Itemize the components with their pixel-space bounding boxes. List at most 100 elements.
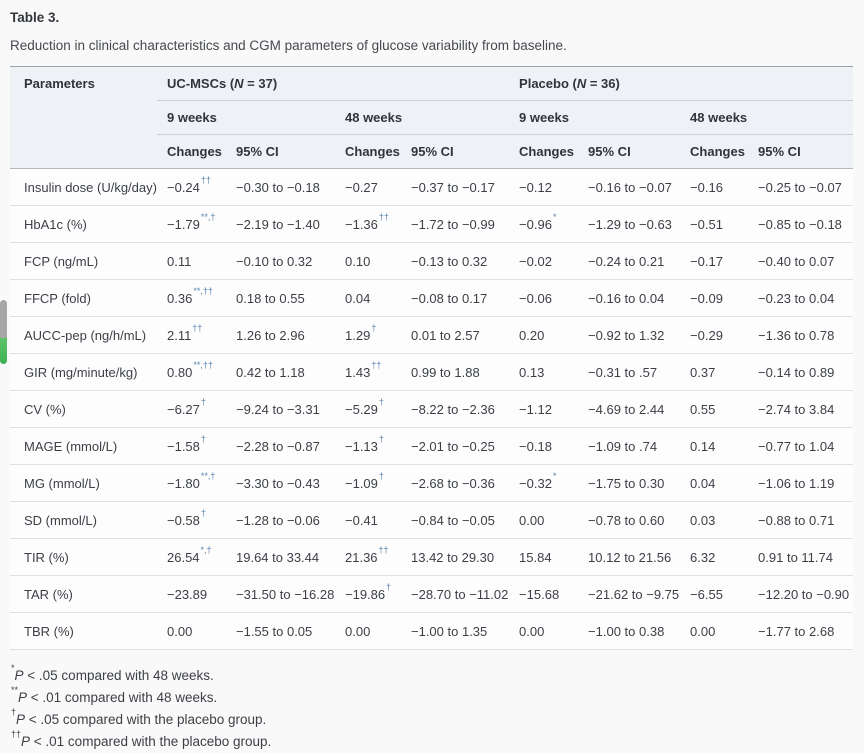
column-group-placebo: Placebo (N = 36) bbox=[509, 66, 854, 101]
ci-value: −4.69 to 2.44 bbox=[578, 390, 681, 428]
ci-value: −2.19 to −1.40 bbox=[226, 205, 335, 243]
scroll-progress-indicator[interactable] bbox=[0, 300, 7, 364]
changes-value: 0.03 bbox=[680, 501, 749, 539]
ci-value: −0.16 to −0.07 bbox=[578, 168, 681, 206]
ci-value: −0.31 to .57 bbox=[578, 353, 681, 391]
changes-value: 0.04 bbox=[335, 279, 401, 317]
significance-marker: †† bbox=[200, 174, 211, 185]
group-label-text: UC-MSCs ( bbox=[167, 76, 235, 91]
parameter-name: FCP (ng/mL) bbox=[10, 242, 157, 280]
changes-value: −0.41 bbox=[335, 501, 401, 539]
changes-value: 0.13 bbox=[509, 353, 579, 391]
significance-marker: †† bbox=[192, 322, 203, 333]
ci-value: −12.20 to −0.90 bbox=[748, 575, 854, 613]
ci-value: −0.13 to 0.32 bbox=[401, 242, 510, 280]
changes-value: −1.80**,† bbox=[157, 464, 226, 502]
changes-value: −0.29 bbox=[680, 316, 749, 354]
changes-value: −0.32* bbox=[509, 464, 579, 502]
changes-value: −1.13† bbox=[335, 427, 401, 465]
changes-value: −0.17 bbox=[680, 242, 749, 280]
ci-value: 0.18 to 0.55 bbox=[226, 279, 335, 317]
ci-value: −0.85 to −0.18 bbox=[748, 205, 854, 243]
changes-value: −19.86† bbox=[335, 575, 401, 613]
significance-marker: † bbox=[200, 507, 206, 518]
changes-value: 0.00 bbox=[680, 612, 749, 650]
group-n-italic: N bbox=[576, 76, 587, 91]
ci-value: 10.12 to 21.56 bbox=[578, 538, 681, 576]
ci-value: −0.10 to 0.32 bbox=[226, 242, 335, 280]
ci-value: −1.28 to −0.06 bbox=[226, 501, 335, 539]
parameter-name: MG (mmol/L) bbox=[10, 464, 157, 502]
footnote-p-italic: P bbox=[14, 668, 24, 683]
significance-marker: **,† bbox=[200, 470, 216, 481]
scroll-thumb-green[interactable] bbox=[0, 338, 7, 364]
footnote-p-italic: P bbox=[16, 712, 26, 727]
ci-value: −1.09 to .74 bbox=[578, 427, 681, 465]
significance-marker: † bbox=[386, 581, 392, 592]
ci-value: −3.30 to −0.43 bbox=[226, 464, 335, 502]
footnote-text: < .05 compared with 48 weeks. bbox=[23, 668, 214, 683]
significance-marker: †† bbox=[371, 359, 382, 370]
significance-marker: † bbox=[378, 470, 384, 481]
changes-value: 0.80**,†† bbox=[157, 353, 226, 391]
ci-value: −0.84 to −0.05 bbox=[401, 501, 510, 539]
table-body: Insulin dose (U/kg/day) −0.24†† −0.30 to −… bbox=[10, 168, 854, 650]
table-row: MAGE (mmol/L) −1.58† −2.28 to −0.87 −1.13† −… bbox=[10, 427, 854, 465]
footnote-marker: * bbox=[11, 662, 15, 673]
ci-value: −0.30 to −0.18 bbox=[226, 168, 335, 206]
footnote: ††P < .01 compared with the placebo grou… bbox=[11, 729, 853, 753]
ci-value: −1.36 to 0.78 bbox=[748, 316, 854, 354]
significance-marker: † bbox=[200, 396, 206, 407]
ci-value: 0.42 to 1.18 bbox=[226, 353, 335, 391]
footnote-marker: ** bbox=[11, 684, 19, 695]
ci-value: 19.64 to 33.44 bbox=[226, 538, 335, 576]
ci-value: −2.28 to −0.87 bbox=[226, 427, 335, 465]
changes-value: −1.58† bbox=[157, 427, 226, 465]
footnote-p-italic: P bbox=[18, 690, 28, 705]
changes-value: −0.02 bbox=[509, 242, 579, 280]
significance-marker: **,†† bbox=[193, 359, 213, 370]
changes-value: 0.04 bbox=[680, 464, 749, 502]
changes-value: 1.43†† bbox=[335, 353, 401, 391]
table-title: Table 3. bbox=[10, 10, 60, 25]
table-row: TAR (%) −23.89 −31.50 to −16.28 −19.86† −28.… bbox=[10, 575, 854, 613]
significance-marker: **,† bbox=[200, 211, 216, 222]
column-group-ucmscs: UC-MSCs (N = 37) bbox=[157, 66, 510, 101]
footnote-text: < .01 compared with 48 weeks. bbox=[27, 690, 218, 705]
changes-value: 0.14 bbox=[680, 427, 749, 465]
changes-value: −0.12 bbox=[509, 168, 579, 206]
column-header-parameters: Parameters bbox=[10, 66, 157, 169]
changes-value: 0.37 bbox=[680, 353, 749, 391]
column-header-changes: Changes bbox=[335, 134, 401, 169]
changes-value: −0.51 bbox=[680, 205, 749, 243]
significance-marker: † bbox=[200, 433, 206, 444]
ci-value: −9.24 to −3.31 bbox=[226, 390, 335, 428]
changes-value: −15.68 bbox=[509, 575, 579, 613]
data-table: Parameters UC-MSCs (N = 37) Placebo (N =… bbox=[10, 66, 854, 650]
changes-value: −5.29† bbox=[335, 390, 401, 428]
ci-value: −0.40 to 0.07 bbox=[748, 242, 854, 280]
column-header-ci: 95% CI bbox=[748, 134, 854, 169]
table-row: TIR (%) 26.54*,† 19.64 to 33.44 21.36†† 13.4… bbox=[10, 538, 854, 576]
footnote: *P < .05 compared with 48 weeks. bbox=[11, 662, 853, 687]
ci-value: −0.23 to 0.04 bbox=[748, 279, 854, 317]
ci-value: −2.01 to −0.25 bbox=[401, 427, 510, 465]
changes-value: 0.10 bbox=[335, 242, 401, 280]
ci-value: −8.22 to −2.36 bbox=[401, 390, 510, 428]
changes-value: −1.12 bbox=[509, 390, 579, 428]
significance-marker: * bbox=[552, 211, 557, 222]
ci-value: −21.62 to −9.75 bbox=[578, 575, 681, 613]
changes-value: −0.16 bbox=[680, 168, 749, 206]
changes-value: 0.36**,†† bbox=[157, 279, 226, 317]
table-row: Insulin dose (U/kg/day) −0.24†† −0.30 to −… bbox=[10, 168, 854, 206]
ci-value: −2.68 to −0.36 bbox=[401, 464, 510, 502]
changes-value: −6.55 bbox=[680, 575, 749, 613]
changes-value: −0.06 bbox=[509, 279, 579, 317]
ci-value: −0.08 to 0.17 bbox=[401, 279, 510, 317]
significance-marker: †† bbox=[378, 211, 389, 222]
group-n-italic: N bbox=[234, 76, 244, 91]
footnote-marker: † bbox=[11, 706, 17, 717]
scroll-track-segment bbox=[0, 300, 7, 338]
parameter-name: Insulin dose (U/kg/day) bbox=[10, 168, 157, 206]
changes-value: 26.54*,† bbox=[157, 538, 226, 576]
